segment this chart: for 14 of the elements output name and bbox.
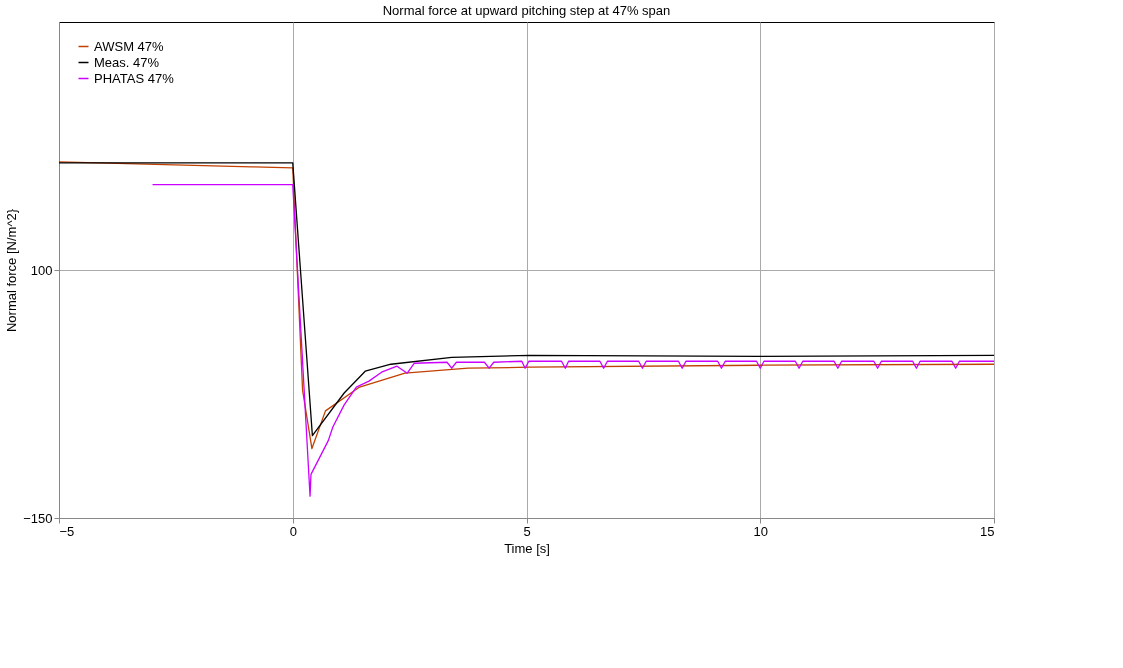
legend-label: Meas. 47% [94,54,160,70]
x-tick-label: 10 [753,523,768,539]
legend-label: PHATAS 47% [94,70,175,86]
y-tick-label: −150 [23,510,53,526]
x-axis-title: Time [s] [504,540,550,556]
x-tick-label: 15 [980,523,995,539]
y-tick-label: 100 [30,262,53,278]
chart-title: Normal force at upward pitching step at 47% span [382,3,671,18]
x-tick-label: 5 [523,523,531,539]
line-series [151,184,995,497]
y-axis-title: Normal force [N/m^2} [4,208,20,333]
legend-label: AWSM 47% [94,38,165,54]
x-tick-label: 0 [289,523,297,539]
x-tick-label: −5 [59,523,75,539]
